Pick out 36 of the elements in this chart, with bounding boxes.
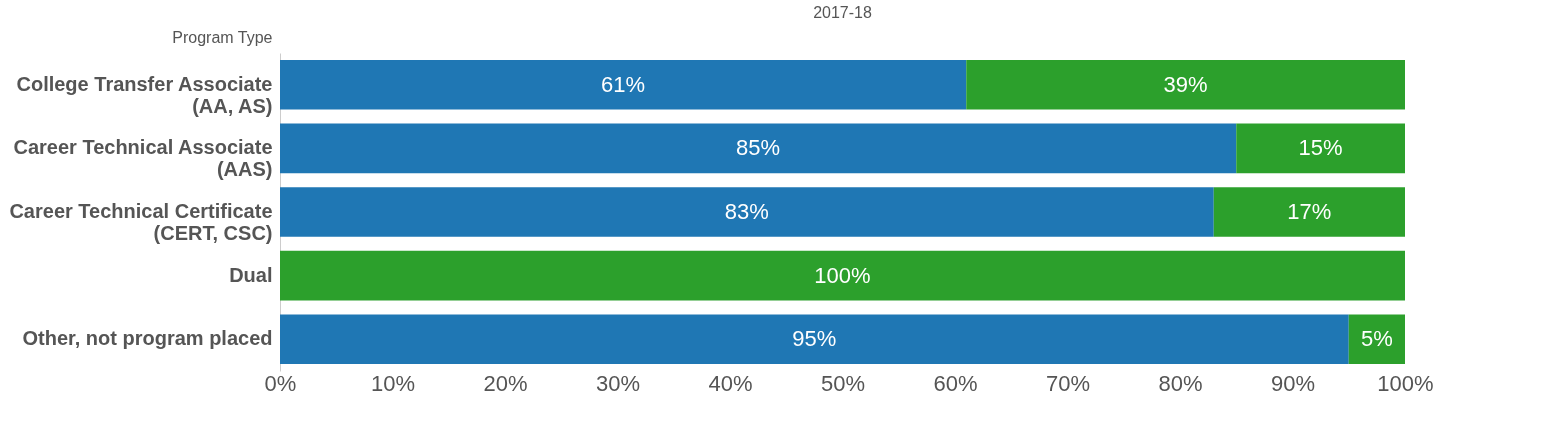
x-tick-label: 20% xyxy=(483,370,528,396)
data-label: 95% xyxy=(792,326,837,352)
data-label: 39% xyxy=(1163,71,1208,97)
data-label: 61% xyxy=(601,71,646,97)
y-tick-label: College Transfer Associate (AA, AS) xyxy=(16,72,273,117)
bar xyxy=(1348,314,1405,364)
x-tick-label: 30% xyxy=(595,370,641,396)
chart-title: 2017-18 xyxy=(813,4,872,21)
x-tick-label: 90% xyxy=(1270,370,1316,396)
bar xyxy=(1213,187,1405,237)
y-tick-label: Career Technical Certificate (CERT, CSC) xyxy=(9,200,273,244)
data-label: 15% xyxy=(1298,135,1343,161)
data-label: 83% xyxy=(724,199,769,224)
bar xyxy=(280,314,1349,364)
y-tick-label: Career Technical Associate (AAS) xyxy=(13,136,273,181)
y-axis-title: Program Type xyxy=(172,28,273,46)
x-tick-label: 0% xyxy=(264,370,297,396)
data-label: 17% xyxy=(1287,199,1332,224)
bar xyxy=(280,250,1405,301)
x-tick-label: 40% xyxy=(708,370,753,396)
data-label: 85% xyxy=(736,135,781,161)
data-label: 5% xyxy=(1360,326,1393,352)
x-tick-label: 10% xyxy=(370,370,416,396)
x-tick-label: 60% xyxy=(933,370,978,396)
bar xyxy=(280,123,1237,174)
bar xyxy=(280,187,1214,237)
x-tick-label: 80% xyxy=(1158,370,1203,396)
bar xyxy=(966,60,1405,110)
x-tick-label: 50% xyxy=(820,370,866,396)
y-tick-label: Dual xyxy=(229,263,273,286)
bar xyxy=(280,60,967,110)
bar xyxy=(1236,123,1405,174)
y-tick-label: Other, not program placed xyxy=(22,327,273,350)
x-tick-label: 70% xyxy=(1045,370,1091,396)
x-tick-label: 100% xyxy=(1377,370,1434,396)
data-label: 100% xyxy=(814,262,871,288)
